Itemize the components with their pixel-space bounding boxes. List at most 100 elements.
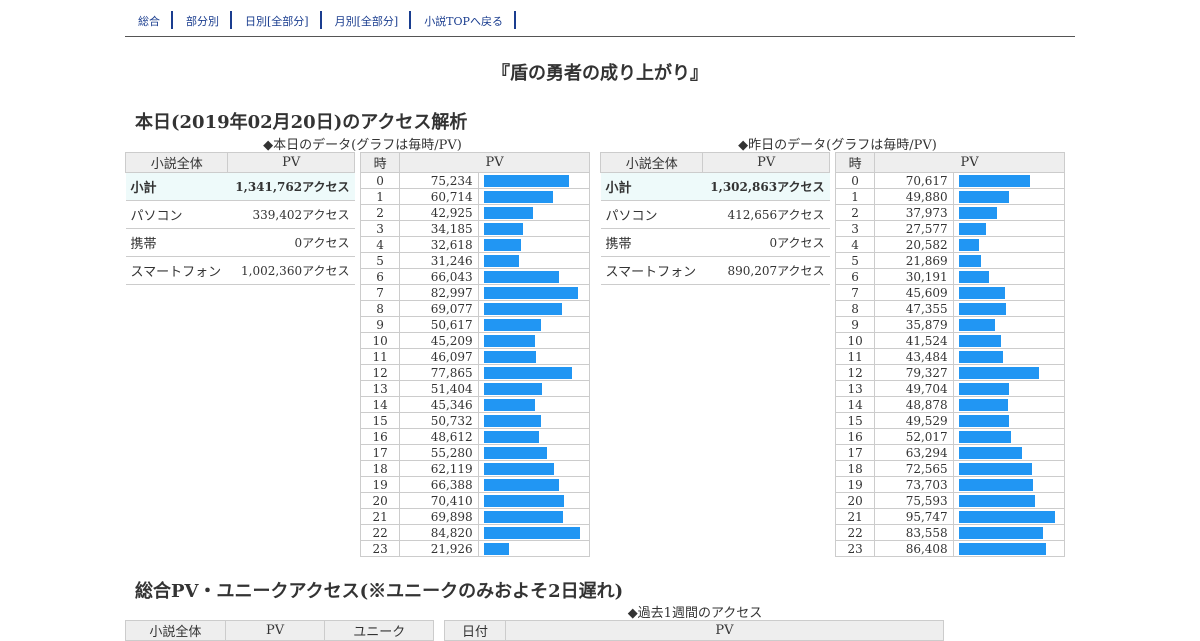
summary-row-pc: パソコン 412,656アクセス [600, 200, 830, 229]
summary-row-pc: パソコン 339,402アクセス [125, 200, 355, 229]
pv-cell: 66,388 [399, 476, 479, 493]
hour-cell: 15 [359, 412, 401, 429]
hour-cell: 15 [834, 412, 876, 429]
pv-bar [483, 495, 564, 507]
hour-cell: 12 [834, 364, 876, 381]
hourly-row: 0 70,617 [834, 172, 1066, 189]
pv-cell: 66,043 [399, 268, 479, 285]
pv-bar-cell [952, 380, 1066, 397]
pv-bar [958, 191, 1009, 203]
pv-cell: 63,294 [874, 444, 954, 461]
pv-cell: 42,925 [399, 204, 479, 221]
hourly-row: 6 30,191 [834, 268, 1066, 285]
hour-cell: 10 [359, 332, 401, 349]
pv-bar [483, 527, 581, 539]
hourly-row: 7 82,997 [359, 284, 591, 301]
today-caption: ◆本日のデータ(グラフは毎時/PV) [263, 138, 462, 153]
nav-divider [125, 36, 1075, 37]
summary-header-novel: 小説全体 [124, 152, 229, 173]
summary-label: パソコン [600, 200, 703, 229]
hour-cell: 19 [834, 476, 876, 493]
total-summary-table: 小説全体 PV ユニーク [125, 620, 434, 641]
hour-cell: 18 [834, 460, 876, 477]
pv-cell: 27,577 [874, 220, 954, 237]
pv-bar-cell [477, 348, 591, 365]
pv-bar [958, 479, 1033, 491]
pv-bar [483, 383, 543, 395]
pv-bar-cell [952, 476, 1066, 493]
summary-label: 携帯 [600, 228, 703, 257]
pv-bar-cell [952, 348, 1066, 365]
hour-cell: 16 [834, 428, 876, 445]
hourly-row: 4 20,582 [834, 236, 1066, 253]
nav-monthly-link[interactable]: 月別[全部分] [322, 11, 412, 29]
hourly-row: 12 77,865 [359, 364, 591, 381]
hourly-row: 19 73,703 [834, 476, 1066, 493]
pv-cell: 95,747 [874, 508, 954, 525]
pv-cell: 77,865 [399, 364, 479, 381]
pv-bar [958, 319, 995, 331]
hour-cell: 18 [359, 460, 401, 477]
hourly-header-pv: PV [874, 152, 1065, 173]
pv-bar-cell [952, 316, 1066, 333]
pv-cell: 35,879 [874, 316, 954, 333]
summary-row-mobile: 携帯 0アクセス [125, 228, 355, 257]
weekly-caption: ◆過去1週間のアクセス [627, 606, 763, 621]
yesterday-hourly-body: 0 70,617 1 49,880 2 37,973 3 27,577 4 20,582 5 21,8… [834, 172, 1066, 557]
summary-value: 0アクセス [227, 228, 355, 257]
summary-value: 339,402アクセス [227, 200, 355, 229]
pv-bar-cell [952, 364, 1066, 381]
hourly-row: 14 48,878 [834, 396, 1066, 413]
hour-cell: 8 [359, 300, 401, 317]
pv-bar [958, 287, 1005, 299]
hour-cell: 21 [359, 508, 401, 525]
hourly-row: 22 84,820 [359, 524, 591, 541]
today-heading: 本日(2019年02月20日)のアクセス解析 [135, 112, 468, 133]
pv-cell: 21,926 [399, 540, 479, 557]
pv-bar-cell [952, 220, 1066, 237]
hourly-row: 7 45,609 [834, 284, 1066, 301]
top-nav: 総合 部分別 日別[全部分] 月別[全部分] 小説TOPへ戻る [125, 11, 516, 31]
pv-bar [958, 239, 980, 251]
pv-bar [483, 399, 536, 411]
hourly-row: 2 37,973 [834, 204, 1066, 221]
pv-bar-cell [952, 284, 1066, 301]
nav-daily-link[interactable]: 日別[全部分] [232, 11, 322, 29]
pv-bar [958, 527, 1043, 539]
pv-bar [958, 367, 1039, 379]
summary-value: 890,207アクセス [702, 256, 830, 285]
nav-by-part-link[interactable]: 部分別 [173, 11, 232, 29]
hour-cell: 9 [359, 316, 401, 333]
nav-overall-link[interactable]: 総合 [125, 11, 173, 29]
weekly-header-pv: PV [505, 620, 944, 641]
total-header-novel: 小説全体 [125, 620, 226, 641]
hour-cell: 11 [359, 348, 401, 365]
pv-bar [958, 175, 1030, 187]
pv-cell: 34,185 [399, 220, 479, 237]
total-header-pv: PV [224, 620, 326, 641]
page-title: 『盾の勇者の成り上がり』 [492, 63, 708, 84]
hourly-row: 11 46,097 [359, 348, 591, 365]
hourly-row: 4 32,618 [359, 236, 591, 253]
hourly-row: 10 41,524 [834, 332, 1066, 349]
pv-bar-cell [477, 396, 591, 413]
pv-bar [958, 303, 1007, 315]
hourly-row: 17 63,294 [834, 444, 1066, 461]
yesterday-caption: ◆昨日のデータ(グラフは毎時/PV) [738, 138, 937, 153]
pv-bar-cell [952, 508, 1066, 525]
weekly-table: 日付 PV [444, 620, 944, 641]
pv-bar-cell [477, 444, 591, 461]
hourly-row: 2 42,925 [359, 204, 591, 221]
nav-novel-top-link[interactable]: 小説TOPへ戻る [411, 11, 516, 29]
hourly-row: 13 51,404 [359, 380, 591, 397]
pv-bar [958, 415, 1009, 427]
pv-bar [483, 463, 555, 475]
pv-cell: 60,714 [399, 188, 479, 205]
pv-bar [483, 239, 521, 251]
hour-cell: 21 [834, 508, 876, 525]
pv-bar-cell [477, 508, 591, 525]
pv-cell: 86,408 [874, 540, 954, 557]
hourly-row: 1 49,880 [834, 188, 1066, 205]
hourly-row: 23 21,926 [359, 540, 591, 557]
pv-bar-cell [477, 300, 591, 317]
